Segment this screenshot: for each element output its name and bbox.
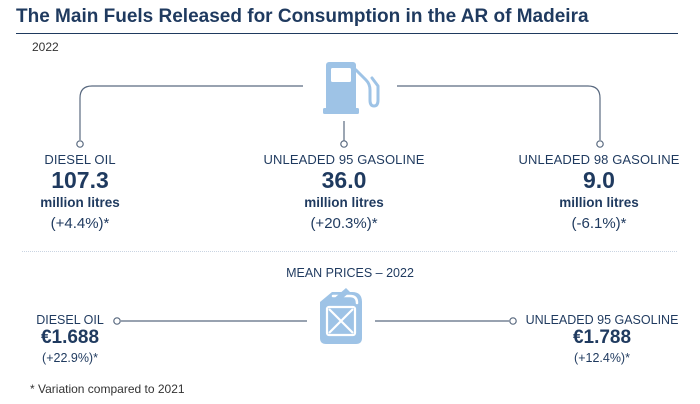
price-value: €1.688	[40, 327, 100, 348]
jerrycan-icon	[320, 288, 362, 344]
left-branch-line	[79, 85, 303, 140]
footnote: * Variation compared to 2021	[30, 382, 185, 396]
fuel-value: 36.0	[321, 167, 367, 193]
price-unleaded-95: UNLEADED 95 GASOLINE €1.788 (+12.4%)*	[517, 313, 687, 367]
price-left-node	[113, 317, 121, 325]
left-node	[76, 140, 84, 148]
consumption-diesel: DIESEL OIL 107.3 million litres (+4.4%)*	[0, 152, 180, 235]
right-branch-line	[397, 85, 601, 140]
page-title: The Main Fuels Released for Consumption …	[16, 6, 589, 27]
fuel-name: DIESEL OIL	[44, 152, 116, 167]
fuel-name: UNLEADED 95 GASOLINE	[263, 152, 425, 167]
price-right-node	[509, 317, 517, 325]
fuel-unit: million litres	[40, 195, 120, 210]
consumption-unleaded-95: UNLEADED 95 GASOLINE 36.0 million litres…	[244, 152, 444, 235]
price-variation: (+12.4%)*	[574, 351, 630, 365]
price-value: €1.788	[572, 327, 632, 348]
fuel-value: 9.0	[583, 167, 615, 193]
price-variation: (+22.9%)*	[42, 351, 98, 365]
price-diesel: DIESEL OIL €1.688 (+22.9%)*	[10, 313, 130, 367]
price-name: UNLEADED 95 GASOLINE	[525, 313, 679, 327]
year-label: 2022	[32, 40, 59, 54]
fuel-variation: (-6.1%)*	[571, 215, 627, 232]
fuel-variation: (+4.4%)*	[50, 215, 110, 232]
section-divider	[22, 251, 677, 252]
fuel-unit: million litres	[559, 195, 639, 210]
fuel-pump-icon	[323, 62, 380, 114]
consumption-unleaded-98: UNLEADED 98 GASOLINE 9.0 million litres …	[499, 152, 699, 235]
right-node	[596, 140, 604, 148]
price-name: DIESEL OIL	[36, 313, 104, 327]
title-rule	[16, 33, 678, 34]
fuel-unit: million litres	[304, 195, 384, 210]
fuel-variation: (+20.3%)*	[310, 215, 378, 232]
mean-prices-title: MEAN PRICES – 2022	[286, 266, 414, 280]
fuel-value: 107.3	[51, 167, 109, 193]
fuel-name: UNLEADED 98 GASOLINE	[518, 152, 680, 167]
center-node	[340, 140, 348, 148]
